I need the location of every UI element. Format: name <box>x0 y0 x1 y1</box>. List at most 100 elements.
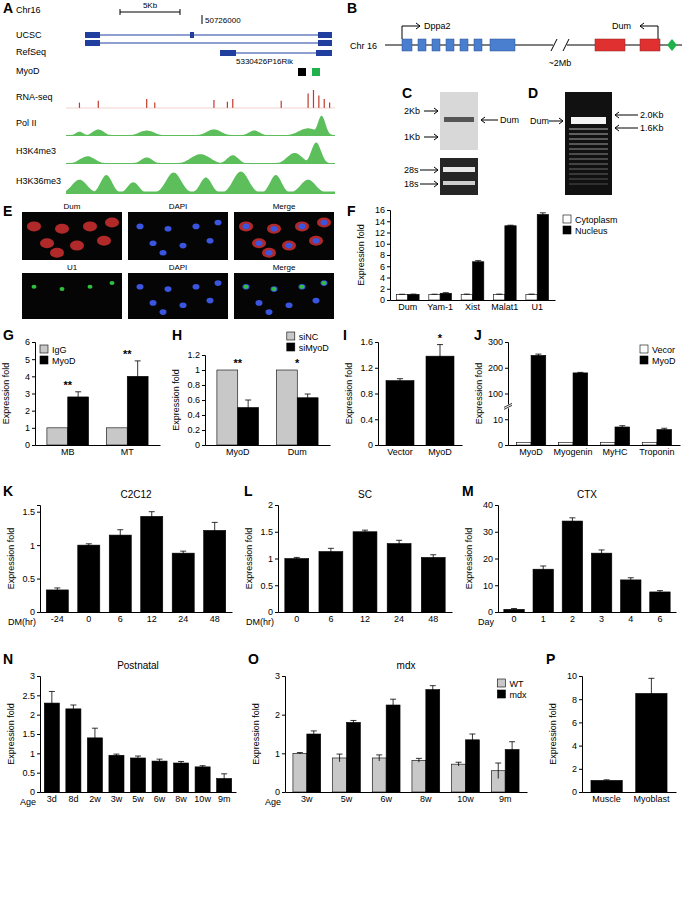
y-tick: 6 <box>380 262 390 272</box>
legend: IgGMyoD <box>40 345 76 366</box>
error-bar <box>511 609 517 611</box>
legend: WTmdx <box>497 679 527 700</box>
tick-mark <box>37 676 40 677</box>
legend: VecorMyoD <box>640 345 676 366</box>
axis-title: Expression fold <box>356 224 366 286</box>
tick-mark <box>495 532 498 533</box>
axis-line <box>583 792 677 793</box>
bar <box>141 516 163 612</box>
x-axis: 012346 <box>499 613 677 625</box>
x-axis: MyoDMyogeninMyHCTroponin <box>509 446 681 458</box>
legend-swatch <box>40 356 48 364</box>
rna-spike <box>329 103 330 108</box>
tick-label: 0 <box>294 614 299 624</box>
distance-label: ~2Mb <box>549 58 572 68</box>
tick-mark <box>202 400 205 401</box>
panel-label: N <box>3 651 13 667</box>
tick-label: 0 <box>498 440 503 450</box>
speckle <box>244 285 249 289</box>
y-tick: 0.2 <box>187 425 205 435</box>
exon <box>85 40 100 46</box>
bar <box>494 294 505 300</box>
nucleus <box>271 286 278 292</box>
y-tick: 4 <box>572 741 582 751</box>
tick-mark <box>387 266 390 267</box>
panel-label: C <box>402 85 412 101</box>
tick-label: 8d <box>68 794 78 804</box>
error-bar <box>135 756 141 760</box>
chart-title: CTX <box>577 489 597 500</box>
chart-title: C2C12 <box>120 489 152 500</box>
x-axis: MBMT <box>36 446 161 458</box>
smear <box>569 178 608 180</box>
bar <box>353 532 377 612</box>
error-bar <box>157 759 163 763</box>
nucleus <box>299 284 306 290</box>
tick-label: 3 <box>30 671 35 681</box>
tick-label: MB <box>61 447 75 457</box>
significance: ** <box>63 379 72 391</box>
tick-label: 1.5 <box>260 527 273 537</box>
track-label: UCSC <box>16 30 42 40</box>
nucleus <box>160 250 167 256</box>
panel-label: E <box>3 203 12 219</box>
bar <box>615 427 630 445</box>
axis-line <box>279 612 453 613</box>
bar <box>429 294 440 300</box>
image-label: Merge <box>273 202 296 211</box>
bar <box>172 553 194 612</box>
tick-label: 200 <box>488 363 503 373</box>
bar <box>537 215 548 301</box>
cell <box>105 218 119 228</box>
x-axis: VectorMyoD <box>379 446 463 458</box>
tick-label: 0.5 <box>22 768 35 778</box>
axis-line <box>375 343 379 446</box>
bar <box>195 767 210 792</box>
x-tick: 0 <box>512 614 517 624</box>
tick-mark <box>387 255 390 256</box>
cell <box>27 221 41 231</box>
error-bar <box>495 763 501 778</box>
y-tick: 1 <box>25 423 35 433</box>
nucleus <box>160 309 167 315</box>
bar <box>276 370 297 445</box>
nucleus <box>150 240 157 246</box>
x-tick: 48 <box>210 614 220 624</box>
error-bar <box>529 294 535 296</box>
chart-title: Postnatal <box>117 660 159 671</box>
y-tick: 30 <box>483 527 498 537</box>
break-mark <box>551 39 569 51</box>
tick-label: 48 <box>210 614 220 624</box>
x-tick: MyoD <box>519 447 543 457</box>
background <box>0 0 685 922</box>
exon <box>316 50 332 56</box>
tick-label: MyHC <box>602 447 627 457</box>
image <box>22 273 122 319</box>
track-label: Chr16 <box>16 5 41 15</box>
tick-label: U1 <box>531 302 543 312</box>
cell <box>282 241 296 251</box>
bar <box>46 590 68 612</box>
smear <box>569 128 608 130</box>
error-bar <box>430 686 436 694</box>
tick-label: Myogenin <box>554 447 593 457</box>
y-tick: 200 <box>488 363 508 373</box>
coordinate-tick <box>202 15 203 24</box>
intron <box>220 53 332 54</box>
tick-mark <box>387 289 390 290</box>
tick-label: 2w <box>89 794 101 804</box>
error-bar <box>328 548 334 554</box>
smear <box>569 163 608 165</box>
tick-label: 20 <box>483 554 493 564</box>
bar <box>386 705 400 792</box>
y-tick: 100 <box>488 389 508 399</box>
x-tick: Muscle <box>592 794 621 804</box>
x-tick: 8d <box>68 794 78 804</box>
speckle <box>322 281 327 285</box>
legend-label: WT <box>509 679 523 689</box>
axis-line <box>36 445 161 446</box>
legend: CytoplasmNucleus <box>563 215 618 236</box>
band-label: Dum <box>530 116 549 126</box>
y-tick: 6 <box>572 718 582 728</box>
tick-mark <box>579 792 582 793</box>
